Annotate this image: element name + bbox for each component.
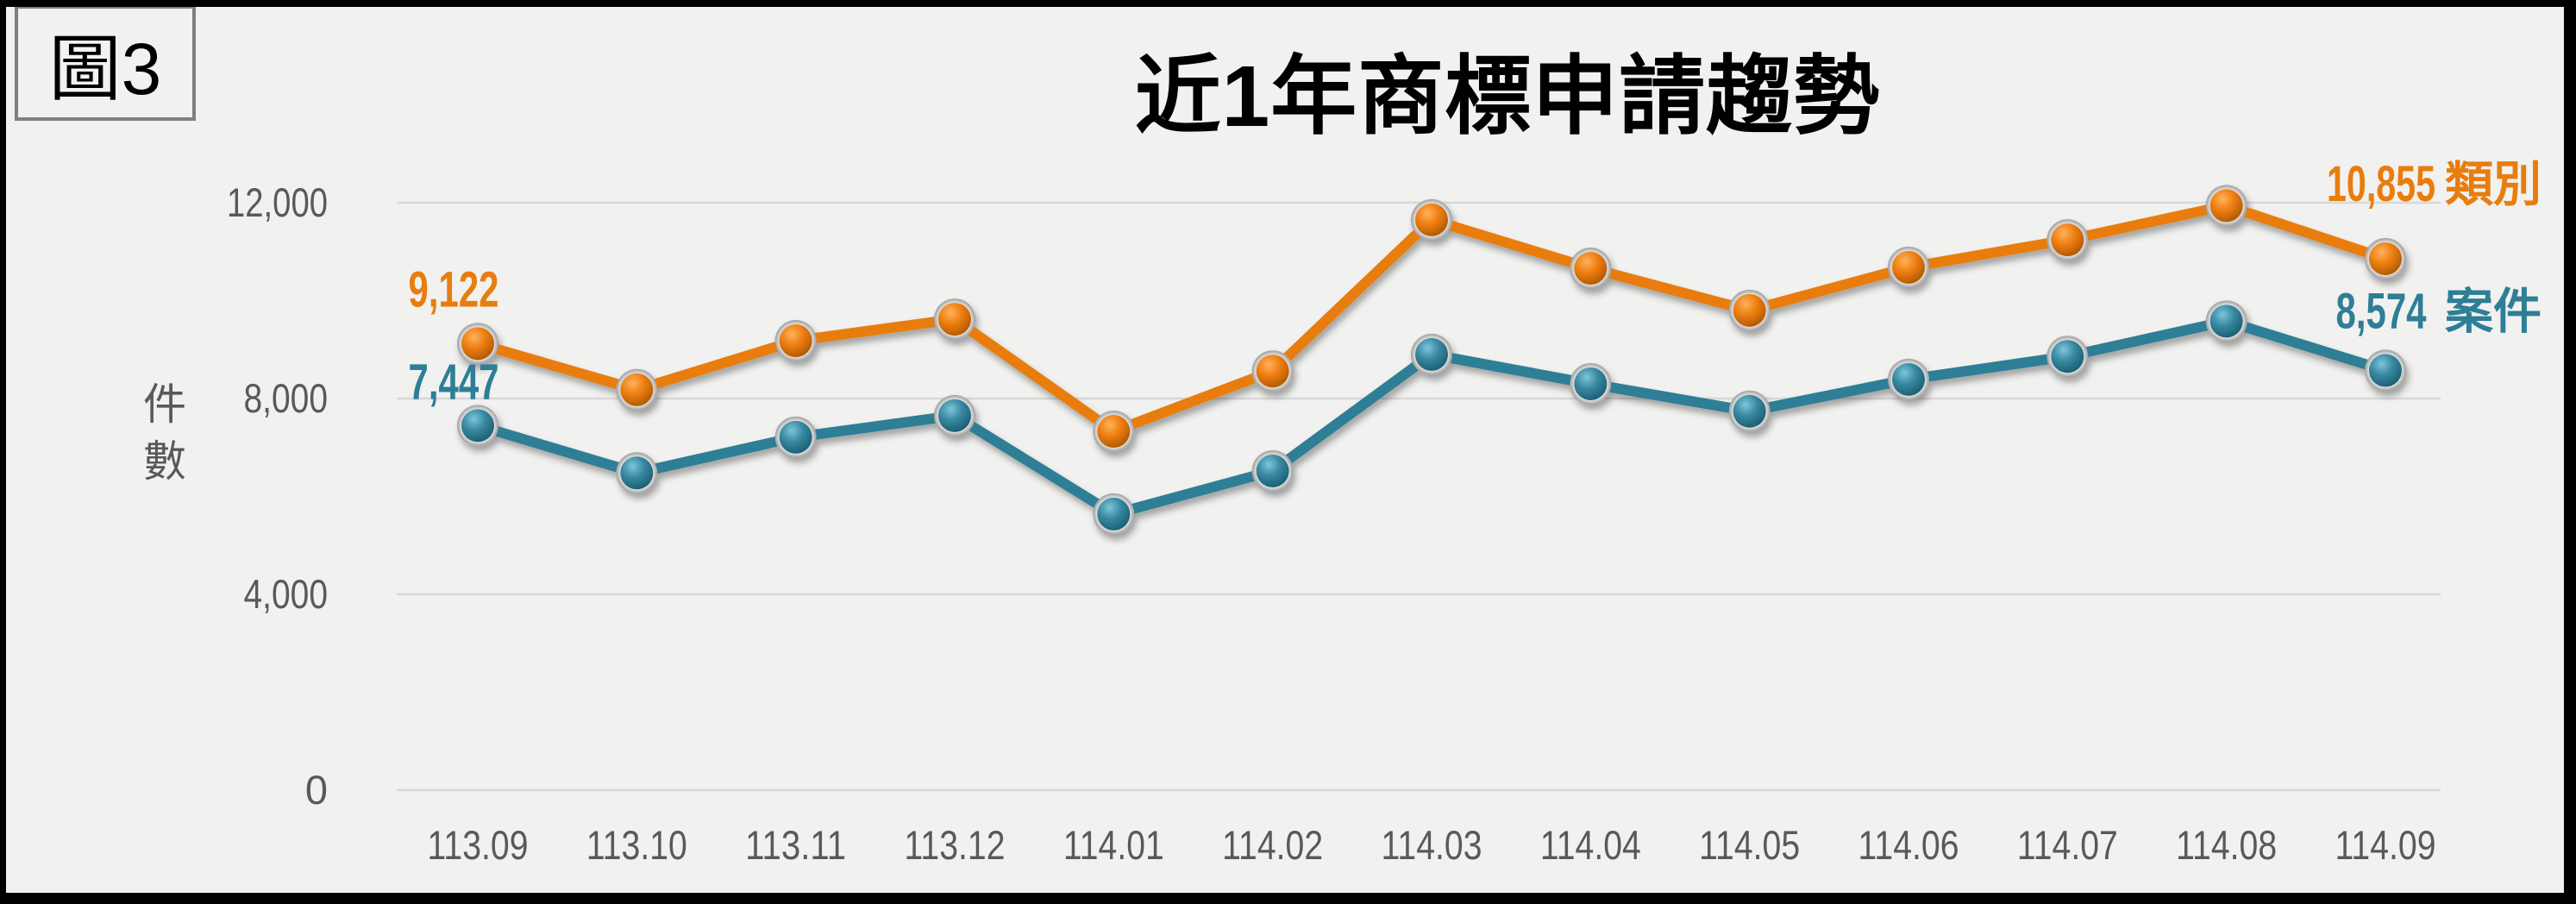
series-name-label: 類別 — [2445, 157, 2542, 211]
data-point-marker — [2369, 242, 2402, 275]
data-point-marker — [620, 456, 654, 490]
data-point-marker — [779, 324, 812, 358]
data-point-marker — [620, 373, 654, 406]
y-tick-label: 4,000 — [244, 571, 329, 617]
figure-label-box: 圖3 — [15, 7, 196, 121]
data-point-marker — [1733, 394, 1766, 428]
data-point-marker — [2209, 304, 2243, 338]
x-tick-label: 114.02 — [1222, 822, 1323, 868]
data-point-marker — [1892, 362, 1925, 396]
x-tick-label: 114.08 — [2176, 822, 2277, 868]
y-tick-label: 8,000 — [244, 375, 329, 421]
x-tick-label: 114.03 — [1382, 822, 1482, 868]
x-tick-label: 114.04 — [1540, 822, 1641, 868]
first-value-label: 7,447 — [409, 354, 499, 410]
x-tick-label: 114.07 — [2017, 822, 2118, 868]
series-類別 — [457, 185, 2406, 453]
x-tick-label: 113.09 — [428, 822, 529, 868]
data-point-marker — [2369, 354, 2402, 387]
data-point-marker — [938, 399, 971, 432]
x-tick-label: 113.10 — [586, 822, 687, 868]
y-tick-label: 12,000 — [227, 179, 328, 225]
data-point-marker — [1574, 252, 1608, 286]
last-value-label: 8,574 — [2336, 283, 2427, 339]
data-point-marker — [779, 420, 812, 454]
first-value-label: 9,122 — [409, 261, 499, 317]
x-tick-label: 114.01 — [1063, 822, 1164, 868]
data-point-marker — [1256, 355, 1289, 388]
series-案件 — [457, 300, 2406, 535]
data-point-marker — [1892, 250, 1925, 284]
data-point-marker — [1097, 497, 1131, 530]
data-point-marker — [1574, 367, 1608, 400]
data-point-marker — [1415, 337, 1448, 371]
data-point-marker — [2209, 189, 2243, 223]
data-point-marker — [461, 327, 494, 361]
chart-title: 近1年商標申請趨勢 — [1134, 48, 1881, 145]
x-tick-label: 113.11 — [745, 822, 846, 868]
y-tick-label: 0 — [305, 767, 328, 813]
figure-label: 圖3 — [48, 28, 162, 110]
y-axis-title: 件數 — [143, 380, 186, 486]
data-point-marker — [1256, 454, 1289, 487]
data-point-marker — [461, 409, 494, 443]
data-point-marker — [938, 303, 971, 336]
series-name-label: 案件 — [2445, 284, 2542, 338]
data-point-marker — [1733, 293, 1766, 327]
data-point-marker — [1415, 203, 1448, 236]
x-tick-label: 114.09 — [2335, 822, 2436, 868]
data-point-marker — [1097, 415, 1131, 449]
last-value-label: 10,855 — [2327, 156, 2435, 212]
x-tick-label: 114.06 — [1858, 822, 1959, 868]
x-tick-label: 114.05 — [1699, 822, 1800, 868]
data-point-marker — [2051, 223, 2084, 257]
x-tick-label: 113.12 — [905, 822, 1006, 868]
data-point-marker — [2051, 340, 2084, 374]
